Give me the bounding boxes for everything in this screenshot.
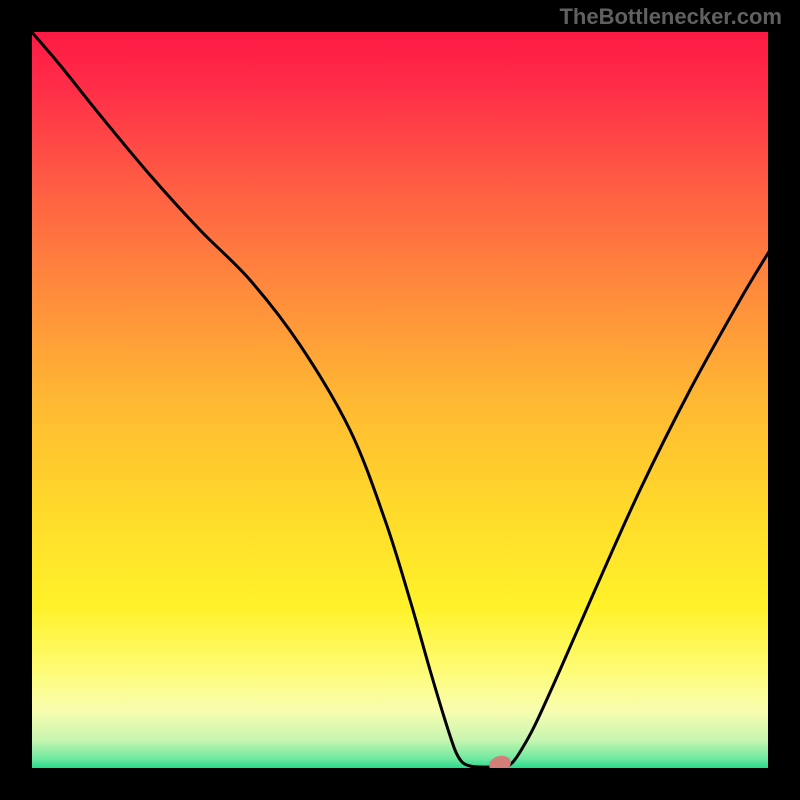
bottleneck-chart [0,0,800,800]
plot-gradient-background [30,30,770,770]
chart-container: TheBottlenecker.com [0,0,800,800]
watermark-text: TheBottlenecker.com [559,4,782,30]
